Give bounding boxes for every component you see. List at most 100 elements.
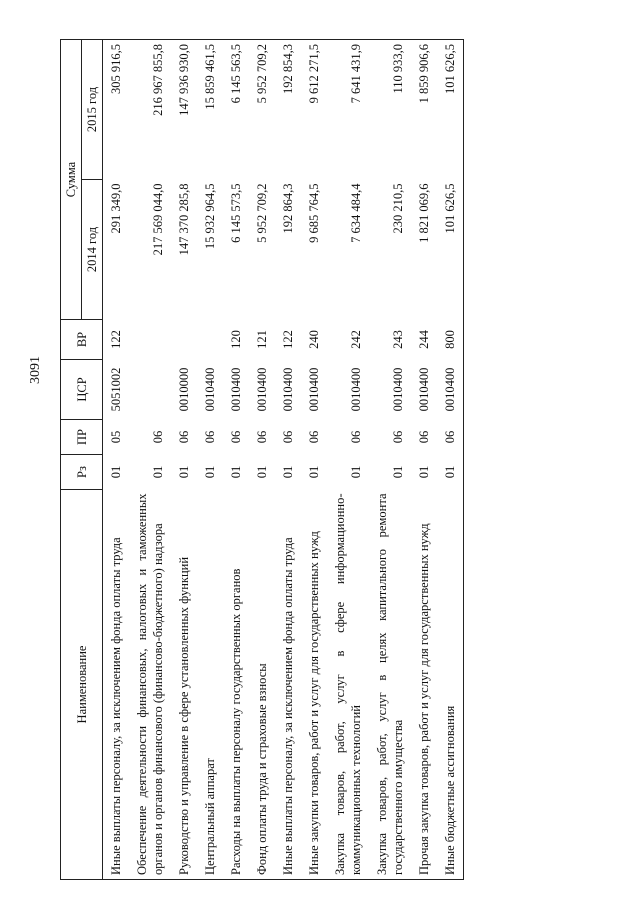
- code-cell: [129, 360, 171, 420]
- code-cell: 01: [177, 465, 191, 479]
- amount-cell: 15 932 964,5: [203, 183, 217, 250]
- amount-cell: 9 685 764,5: [307, 183, 321, 243]
- table-row: Закупка товаров, работ, услуг в сфере ин…: [327, 39, 369, 880]
- amount-cell: 217 569 044,0: [151, 183, 165, 256]
- header-cell: ВР: [60, 319, 103, 360]
- header-cell: 2014 год: [81, 179, 103, 320]
- row-name: Закупка товаров, работ, услуг в целях ка…: [369, 489, 411, 880]
- amount-cell: 1 821 069,6: [417, 183, 431, 243]
- code-cell: 120: [229, 330, 243, 349]
- code-cell: 122: [109, 330, 123, 349]
- row-name: Иные выплаты персоналу, за исключением ф…: [275, 489, 301, 880]
- amount-cell: 192 854,3: [275, 39, 301, 180]
- code-cell: 06: [177, 430, 191, 444]
- code-cell: 06: [307, 430, 321, 444]
- amount-cell: 230 210,5: [391, 183, 405, 234]
- code-cell: 05: [109, 430, 123, 444]
- header-cell: Наименование: [60, 489, 103, 880]
- table-row: Иные бюджетные ассигнования 01 06 0010400 80…: [437, 39, 464, 880]
- code-cell: 243: [391, 330, 405, 349]
- amount-cell: 192 864,3: [281, 183, 295, 234]
- code-cell: 0010400: [203, 367, 217, 412]
- row-name: Руководство и управление в сфере установ…: [171, 489, 197, 880]
- code-cell: [129, 320, 171, 360]
- code-cell: 5051002: [109, 367, 123, 412]
- code-cell: 0010400: [307, 367, 321, 412]
- table-row: Центральный аппарат 01 06 0010400 15 932 964…: [197, 39, 223, 880]
- table-row: Расходы на выплаты персоналу государстве…: [223, 39, 249, 880]
- code-cell: 01: [307, 465, 321, 479]
- code-cell: 01: [349, 465, 363, 479]
- code-cell: 01: [203, 465, 217, 479]
- row-name: Обеспечение деятельности финансовых, нал…: [129, 489, 171, 880]
- row-name: Закупка товаров, работ, услуг в сфере ин…: [327, 489, 369, 880]
- row-name: Центральный аппарат: [197, 489, 223, 880]
- amount-cell: 305 916,5: [102, 39, 129, 180]
- code-cell: 06: [255, 430, 269, 444]
- amount-cell: 1 859 906,6: [411, 39, 437, 180]
- code-cell: 01: [109, 465, 123, 479]
- amount-cell: 9 612 271,5: [301, 39, 327, 180]
- table-row: Руководство и управление в сфере установ…: [171, 39, 197, 880]
- header-cell: 2015 год: [81, 39, 103, 180]
- code-cell: 01: [151, 465, 165, 479]
- code-cell: 244: [417, 330, 431, 349]
- table-row: Иные выплаты персоналу, за исключением ф…: [102, 39, 129, 880]
- code-cell: 01: [437, 454, 464, 490]
- amount-cell: 101 626,5: [437, 179, 464, 320]
- amount-cell: 6 145 573,5: [229, 183, 243, 243]
- table-row: Обеспечение деятельности финансовых, нал…: [129, 39, 171, 880]
- code-cell: 06: [417, 430, 431, 444]
- header-cell: ПР: [60, 419, 103, 455]
- amount-cell: 6 145 563,5: [223, 39, 249, 180]
- code-cell: 01: [281, 465, 295, 479]
- code-cell: 06: [151, 430, 165, 444]
- code-cell: 0010400: [417, 367, 431, 412]
- code-cell: 122: [281, 330, 295, 349]
- table-row: Прочая закупка товаров, работ и услуг дл…: [411, 39, 437, 880]
- amount-cell: 7 641 431,9: [327, 39, 369, 180]
- code-cell: 06: [437, 419, 464, 455]
- row-name: Фонд оплаты труда и страховые взносы: [249, 489, 275, 880]
- table-row: Иные закупки товаров, работ и услуг для …: [301, 39, 327, 880]
- code-cell: 01: [229, 465, 243, 479]
- amount-cell: 147 370 285,8: [177, 183, 191, 256]
- code-cell: 800: [437, 319, 464, 360]
- table-row: Закупка товаров, работ, услуг в целях ка…: [369, 39, 411, 880]
- code-cell: 0010400: [349, 367, 363, 412]
- row-name: Расходы на выплаты персоналу государстве…: [223, 489, 249, 880]
- code-cell: 06: [349, 430, 363, 444]
- code-cell: 0010400: [437, 359, 464, 420]
- row-name: Иные выплаты персоналу, за исключением ф…: [102, 489, 129, 880]
- amount-cell: 5 952 709,2: [255, 183, 269, 243]
- code-cell: [197, 320, 223, 360]
- amount-cell: 110 933,0: [369, 39, 411, 180]
- code-cell: 0010000: [177, 367, 191, 412]
- code-cell: 0010400: [229, 367, 243, 412]
- amount-cell: 147 936 930,0: [171, 39, 197, 180]
- row-name: Иные бюджетные ассигнования: [437, 489, 464, 880]
- header-cell: Сумма: [60, 39, 82, 320]
- amount-cell: 7 634 484,4: [349, 183, 363, 243]
- code-cell: 0010400: [281, 367, 295, 412]
- code-cell: 0010400: [255, 367, 269, 412]
- page-number: 3091: [28, 356, 43, 384]
- table-body: Иные выплаты персоналу, за исключением ф…: [102, 39, 464, 880]
- code-cell: 01: [391, 465, 405, 479]
- code-cell: 01: [417, 465, 431, 479]
- code-cell: 06: [281, 430, 295, 444]
- code-cell: 0010400: [391, 367, 405, 412]
- code-cell: 242: [349, 330, 363, 349]
- table-row: Иные выплаты персоналу, за исключением ф…: [275, 39, 301, 880]
- code-cell: 06: [203, 430, 217, 444]
- amount-cell: 5 952 709,2: [249, 39, 275, 180]
- amount-cell: 291 349,0: [109, 183, 123, 234]
- code-cell: 01: [255, 465, 269, 479]
- amount-cell: 216 967 855,8: [129, 39, 171, 180]
- header-cell: Рз: [60, 454, 103, 490]
- table-row: Фонд оплаты труда и страховые взносы 01 06…: [249, 39, 275, 880]
- code-cell: 121: [255, 330, 269, 349]
- budget-table: Наименование Рз ПР ЦСР ВР Сумма 2014 год…: [60, 39, 464, 880]
